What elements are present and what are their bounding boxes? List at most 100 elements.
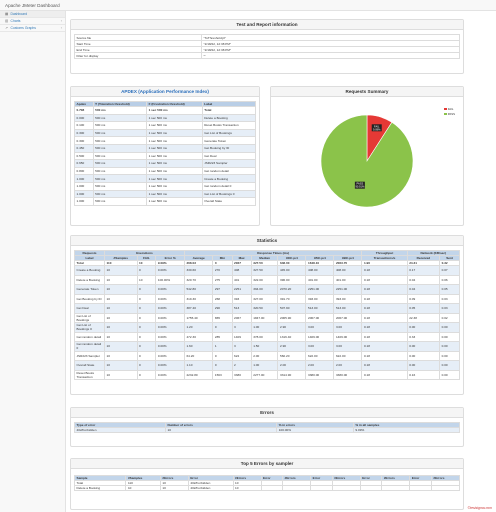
stats-cell: Reset Books Transaction	[74, 369, 105, 380]
apdex-cell: 500 ms	[92, 166, 148, 176]
stats-cell: 387.40	[183, 303, 214, 314]
stats-cell: 2.00	[250, 350, 279, 361]
apdex-row: 0.708 500 ms 1 sec 500 ms Total	[74, 106, 257, 115]
apdex-cell: 1.000	[74, 197, 94, 206]
stats-cell: 2.00	[333, 360, 363, 371]
apdex-row: 0.800 500 ms 1 sec 500 ms Get random detail	[74, 166, 257, 176]
apdex-cell: 1 sec 500 ms	[146, 106, 203, 115]
stats-cell: 0.18	[361, 312, 408, 323]
sidebar-item-charts[interactable]: ▥ Charts ‹	[0, 18, 65, 25]
stats-cell: 285	[212, 331, 233, 342]
stats-cell: 507.90	[277, 303, 307, 314]
stats-cell: 0.00%	[155, 303, 185, 314]
stats-cell: 0.18	[361, 274, 408, 285]
stats-row: Get List of Bookings 10 0 0.00% 1755.40 865 20…	[74, 312, 460, 323]
stats-cell: 1.20	[183, 322, 214, 333]
stats-cell: 10	[104, 360, 138, 371]
stats-cell: 393	[231, 293, 252, 304]
stats-cell: 10	[104, 322, 138, 333]
top5-title: Top 5 Errors by sampler	[71, 459, 463, 469]
stats-row: JSR223 Sampler 10 0 0.00% 64.20 0 622 2.00 560.2…	[74, 350, 460, 361]
sidebar: ▦ Dashboard ▥ Charts ‹ ↗ Customs Graphs …	[0, 11, 66, 512]
apdex-cell: 1 sec 500 ms	[146, 181, 203, 191]
stats-row: Get random detail 10 0 0.00% 472.30 285 1409 37…	[74, 331, 460, 342]
stats-cell: 10	[104, 350, 138, 361]
stats-cell: 513.00	[333, 303, 363, 314]
apdex-cell: 500 ms	[92, 189, 148, 199]
stats-cell: 24.31	[406, 260, 441, 266]
requests-summary-panel: Requests Summary FAIL 9.09% PASS 90.91% FAI…	[270, 86, 464, 226]
top5-cell	[310, 485, 333, 491]
stats-cell: 0.00	[406, 350, 441, 361]
stats-cell: 1316.40	[277, 331, 307, 342]
stats-cell: 320.70	[183, 274, 214, 285]
apdex-cell: 500 ms	[92, 143, 148, 153]
top-navbar: Apache JMeter Dashboard	[0, 0, 496, 11]
stats-cell: 1.10	[183, 360, 214, 371]
stats-cell: 1409	[231, 331, 252, 342]
stats-cell: 0	[136, 331, 157, 342]
apdex-cell: Get random detail	[201, 166, 257, 176]
stats-cell: 0.18	[361, 293, 408, 304]
stats-cell: 0.03	[439, 293, 460, 304]
apdex-cell: Create a Booking	[201, 174, 257, 183]
apdex-row: 1.000 500 ms 1 sec 500 ms Overall State	[74, 197, 257, 206]
sidebar-item-dashboard[interactable]: ▦ Dashboard	[0, 11, 65, 18]
stats-cell: 0.18	[361, 265, 408, 276]
stats-cell: 0	[212, 322, 233, 333]
apdex-row: 1.000 500 ms 1 sec 500 ms Create a Booking	[74, 174, 257, 183]
apdex-cell: 0.300	[74, 136, 94, 145]
stats-cell: 2.00	[305, 360, 335, 371]
apdex-cell: 500 ms	[92, 121, 148, 130]
apdex-cell: 1.000	[74, 181, 94, 191]
stats-cell: 320.50	[250, 303, 279, 314]
sidebar-item-label: Customs Graphs	[10, 26, 36, 30]
stats-cell: 10	[104, 341, 138, 352]
stats-cell: 0.00%	[155, 265, 185, 276]
stats-cell: 0.00	[439, 360, 460, 371]
stats-cell: 865	[212, 312, 233, 323]
apdex-cell: 1 sec 500 ms	[146, 174, 203, 183]
stats-cell: 275	[212, 274, 233, 285]
stats-cell: 2067	[231, 312, 252, 323]
errors-cell: 402/Forbidden	[73, 427, 167, 433]
apdex-row: 1.000 500 ms 1 sec 500 ms Get random detail…	[74, 181, 257, 191]
stats-cell: 2070.20	[277, 284, 307, 295]
apdex-header[interactable]: T (Toleration threshold)	[92, 101, 148, 107]
top5-errors-panel: Top 5 Errors by sampler Sample #Samples #E…	[70, 458, 464, 510]
errors-panel: Errors Type of error Number of errors% in…	[70, 407, 464, 447]
stats-cell: 0.18	[361, 350, 408, 361]
stats-cell: 3.00	[305, 341, 335, 352]
stats-cell: 10	[104, 265, 138, 276]
errors-cell: 10	[165, 427, 278, 433]
stats-cell: 396.00	[277, 274, 307, 285]
apdex-cell: Generate Token	[201, 136, 257, 145]
apdex-cell: JSR223 Sampler	[201, 159, 257, 168]
app-title[interactable]: Apache JMeter Dashboard	[5, 3, 60, 8]
legend-item-fail[interactable]: FAIL	[443, 107, 455, 111]
stats-cell: 445.00	[277, 265, 307, 276]
stats-cell: Get List of Bookings	[74, 312, 105, 323]
stats-cell: 408.00	[305, 265, 335, 276]
stats-cell: 2232.80	[183, 369, 214, 380]
top5-cell: 10	[232, 485, 262, 491]
sidebar-item-custom-graphs[interactable]: ↗ Customs Graphs ‹	[0, 25, 65, 32]
apdex-table: Apdex T (Toleration threshold) F (Frustrat…	[74, 101, 257, 206]
info-row: Filter for display ""	[73, 52, 460, 59]
apdex-cell: 1 sec 500 ms	[146, 121, 203, 130]
apdex-header[interactable]: Label	[201, 101, 257, 107]
stats-cell: 0	[136, 350, 157, 361]
stats-cell: 3380.00	[333, 369, 363, 380]
stats-cell: 0.04	[406, 284, 441, 295]
stats-cell: 327.50	[250, 265, 279, 276]
legend-item-pass[interactable]: PASS	[443, 112, 455, 116]
stats-row: Get random detail 0 10 0 0.00% 1.60 1 3 1.50 2.9…	[74, 341, 460, 352]
top5-cell	[381, 485, 411, 491]
top5-cell	[430, 485, 461, 491]
pie-slice-pass[interactable]	[320, 114, 414, 208]
stats-cell: 0	[136, 369, 157, 380]
apdex-cell: Get List of Bookings 0	[201, 189, 257, 199]
stats-cell: 0	[136, 341, 157, 352]
stats-cell: 0.06	[439, 274, 460, 285]
